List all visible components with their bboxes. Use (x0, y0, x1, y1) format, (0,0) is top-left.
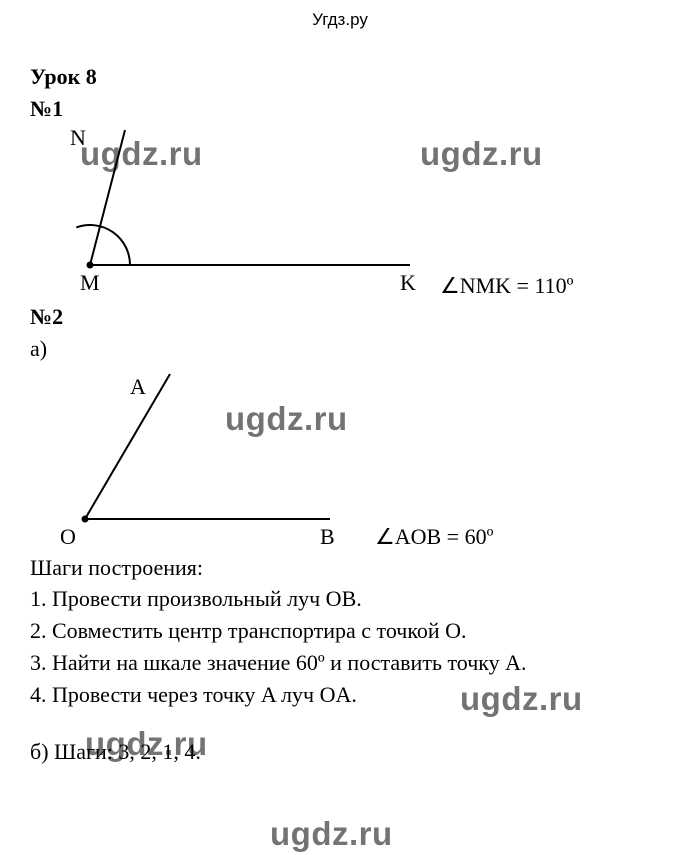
page-content: Урок 8 №1 N M K ∠NMK = 110º №2 а) A O B (30, 60, 650, 769)
label-m: M (80, 270, 100, 295)
label-n: N (70, 125, 86, 150)
task2-number: №2 (30, 302, 650, 332)
ray-mn (90, 130, 125, 265)
vertex-dot-m (87, 262, 94, 269)
site-header: Угдз.ру (0, 10, 680, 30)
label-a: A (130, 374, 146, 399)
ray-oa (85, 374, 170, 519)
task2-angle-value: ∠AOB = 60º (375, 524, 493, 550)
label-b: B (320, 524, 335, 549)
label-k: K (400, 270, 416, 295)
step-3: 3. Найти на шкале значение 60º и постави… (30, 648, 650, 678)
step-4: 4. Провести через точку A луч OA. (30, 680, 650, 710)
task2-diagram-container: A O B ∠AOB = 60º (30, 369, 650, 549)
watermark: ugdz.ru (270, 815, 393, 853)
task1-diagram-container: N M K ∠NMK = 110º (30, 125, 650, 300)
angle-arc (76, 225, 130, 265)
task2-diagram: A O B (30, 369, 650, 549)
task2-part-a: а) (30, 334, 650, 364)
steps-title: Шаги построения: (30, 553, 650, 583)
step-1: 1. Провести произвольный луч OB. (30, 584, 650, 614)
task1-angle-value: ∠NMK = 110º (440, 273, 573, 299)
step-2: 2. Совместить центр транспортира с точко… (30, 616, 650, 646)
task1-number: №1 (30, 94, 650, 124)
task2-part-b: б) Шаги: 3, 2, 1, 4. (30, 737, 650, 767)
vertex-dot-o (82, 515, 89, 522)
lesson-title: Урок 8 (30, 62, 650, 92)
label-o: O (60, 524, 76, 549)
